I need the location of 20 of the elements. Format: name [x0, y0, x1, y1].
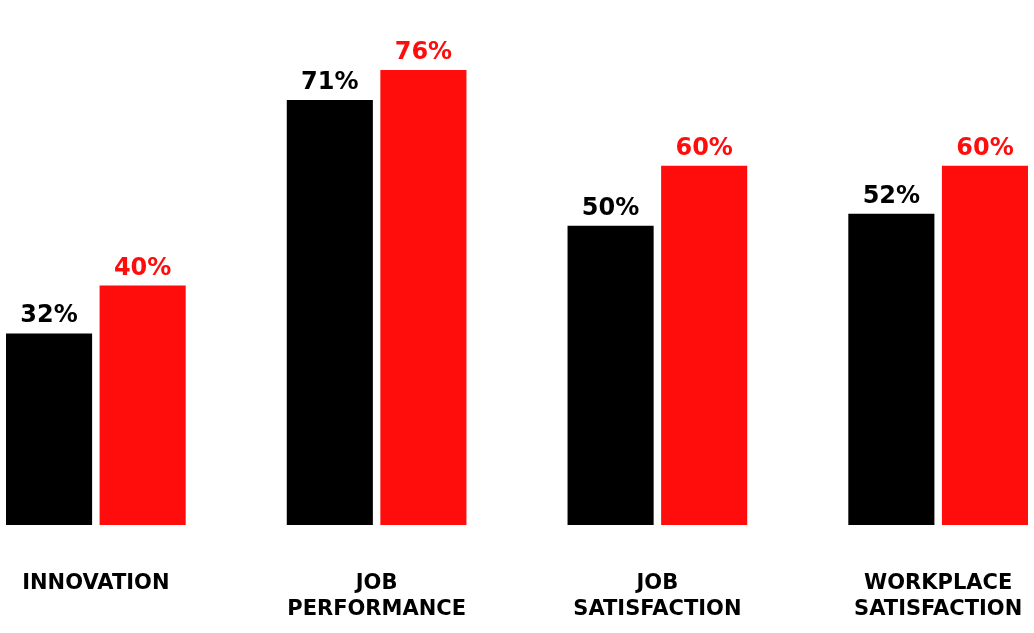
bar	[380, 70, 467, 525]
x-tick-label: INNOVATION	[22, 569, 170, 594]
bar	[99, 285, 186, 525]
data-label: 52%	[862, 180, 921, 209]
data-label: 76%	[394, 37, 453, 65]
data-label: 40%	[113, 252, 172, 281]
x-tick-label: JOB SATISFACTION	[573, 569, 742, 620]
bar	[567, 225, 654, 525]
bar	[286, 99, 373, 525]
data-label: 32%	[20, 300, 78, 329]
data-label: 60%	[956, 132, 1014, 161]
bar	[941, 165, 1028, 525]
data-label: 50%	[581, 192, 640, 221]
data-label: 71%	[301, 66, 359, 95]
bar	[661, 165, 748, 525]
bar	[6, 333, 93, 525]
x-tick-label: JOB PERFORMANCE	[287, 569, 466, 620]
x-tick-label: WORKPLACE SATISFACTION	[854, 569, 1023, 620]
data-label: 60%	[675, 132, 733, 161]
bar	[848, 213, 935, 525]
